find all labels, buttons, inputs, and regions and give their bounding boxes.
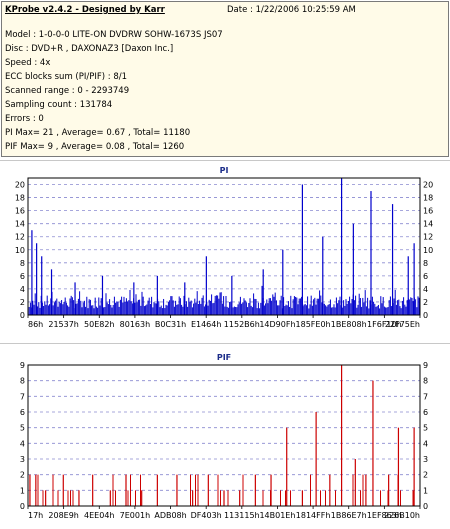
y-tick-left: 2 bbox=[20, 298, 25, 307]
y-tick-left: 4 bbox=[20, 285, 25, 294]
plot-area bbox=[27, 364, 421, 507]
y-tick-left: 5 bbox=[20, 424, 25, 433]
y-tick-left: 6 bbox=[20, 272, 25, 281]
y-tick-right: 6 bbox=[423, 408, 428, 417]
x-tick-label: 14B01Eh bbox=[259, 511, 295, 520]
y-tick-right: 2 bbox=[423, 471, 428, 480]
scan-info-panel: KProbe v2.4.2 - Designed by Karr Date : … bbox=[1, 1, 449, 157]
y-tick-left: 9 bbox=[20, 361, 25, 370]
x-tick-label: 1F6F10h bbox=[367, 320, 402, 329]
y-tick-left: 8 bbox=[20, 377, 25, 386]
y-tick-left: 1 bbox=[20, 486, 25, 495]
bars bbox=[29, 365, 415, 506]
y-tick-left: 20 bbox=[15, 181, 25, 190]
x-tick-label: 80163h bbox=[120, 320, 151, 329]
y-tick-right: 4 bbox=[423, 439, 428, 448]
y-tick-right: 2 bbox=[423, 298, 428, 307]
y-tick-right: 5 bbox=[423, 424, 428, 433]
y-tick-right: 8 bbox=[423, 259, 428, 268]
x-tick-label: DF403h bbox=[191, 511, 222, 520]
x-tick-label: B0C31h bbox=[155, 320, 186, 329]
model-line: Model : 1-0-0-0 LITE-ON DVDRW SOHW-1673S… bbox=[5, 30, 223, 40]
x-tick-label: 185FE0h bbox=[296, 320, 331, 329]
chart-title: PIF bbox=[217, 353, 231, 362]
y-tick-left: 3 bbox=[20, 455, 25, 464]
y-tick-left: 7 bbox=[20, 392, 25, 401]
y-tick-right: 12 bbox=[423, 233, 433, 242]
y-tick-right: 0 bbox=[423, 502, 428, 511]
y-tick-left: 18 bbox=[15, 194, 25, 203]
y-tick-right: 0 bbox=[423, 311, 428, 320]
x-tick-label: 1814FFh bbox=[296, 511, 331, 520]
errors-line: Errors : 0 bbox=[5, 114, 44, 124]
ecc-line: ECC blocks sum (PI/PIF) : 8/1 bbox=[5, 72, 128, 82]
x-tick-label: 1B86E7h bbox=[331, 511, 367, 520]
plot-area bbox=[27, 177, 421, 316]
plot-frame bbox=[27, 177, 421, 316]
y-tick-right: 20 bbox=[423, 181, 433, 190]
x-tick-label: 208E9h bbox=[48, 511, 78, 520]
y-tick-left: 10 bbox=[15, 246, 25, 255]
pif-chart-panel: PIF 0 0 1 1 2 2 3 3 4 4 5 5 6 6 7 7 8 8 9 9 17h 208E9h 4EE04h 7E… bbox=[0, 343, 450, 529]
y-tick-right: 3 bbox=[423, 455, 428, 464]
app-title: KProbe v2.4.2 - Designed by Karr bbox=[5, 5, 165, 15]
range-line: Scanned range : 0 - 2293749 bbox=[5, 86, 130, 96]
y-tick-left: 14 bbox=[15, 220, 25, 229]
pif-stats-line: PIF Max= 9 , Average= 0.08 , Total= 1260 bbox=[5, 142, 185, 152]
x-tick-label: 86h bbox=[28, 320, 43, 329]
x-tick-label: 14D90Fh bbox=[259, 320, 295, 329]
bars bbox=[27, 178, 420, 315]
y-tick-left: 16 bbox=[15, 207, 25, 216]
chart-title: PI bbox=[220, 166, 229, 175]
x-tick-label: 7E001h bbox=[120, 511, 150, 520]
scan-date: Date : 1/22/2006 10:25:59 AM bbox=[227, 5, 356, 15]
y-tick-right: 9 bbox=[423, 361, 428, 370]
x-tick-label: 1152B6h bbox=[224, 320, 260, 329]
y-tick-left: 2 bbox=[20, 471, 25, 480]
y-tick-right: 1 bbox=[423, 486, 428, 495]
sampling-line: Sampling count : 131784 bbox=[5, 100, 113, 110]
pi-chart: PI 0 0 2 2 4 4 6 6 8 8 10 10 12 12 14 14 16 16 18 18 20 20 86h 2… bbox=[15, 166, 433, 329]
x-tick-label: E1464h bbox=[191, 320, 221, 329]
pi-chart-panel: PI 0 0 2 2 4 4 6 6 8 8 10 10 12 12 14 14 16 16 18 18 20 20 86h 2… bbox=[0, 160, 450, 340]
y-tick-right: 10 bbox=[423, 246, 433, 255]
plot-frame bbox=[27, 364, 421, 507]
y-tick-left: 6 bbox=[20, 408, 25, 417]
y-tick-left: 12 bbox=[15, 233, 25, 242]
x-tick-label: 21537h bbox=[48, 320, 79, 329]
x-tick-label: 22F75Eh bbox=[385, 320, 420, 329]
y-tick-right: 14 bbox=[423, 220, 433, 229]
y-tick-right: 7 bbox=[423, 392, 428, 401]
x-tick-label: 1BE808h bbox=[331, 320, 367, 329]
pif-chart: PIF 0 0 1 1 2 2 3 3 4 4 5 5 6 6 7 7 8 8 9 9 17h 208E9h 4EE04h 7E… bbox=[20, 353, 428, 520]
x-tick-label: 4EE04h bbox=[84, 511, 114, 520]
speed-line: Speed : 4x bbox=[5, 58, 51, 68]
y-tick-left: 0 bbox=[20, 502, 25, 511]
y-tick-left: 4 bbox=[20, 439, 25, 448]
x-tick-label: 50E82h bbox=[84, 320, 114, 329]
x-tick-label: 1EF863h bbox=[367, 511, 402, 520]
y-tick-left: 0 bbox=[20, 311, 25, 320]
x-tick-label: 113115h bbox=[224, 511, 260, 520]
y-tick-right: 6 bbox=[423, 272, 428, 281]
y-tick-left: 8 bbox=[20, 259, 25, 268]
y-tick-right: 4 bbox=[423, 285, 428, 294]
y-tick-right: 18 bbox=[423, 194, 433, 203]
disc-line: Disc : DVD+R , DAXONAZ3 [Daxon Inc.] bbox=[5, 44, 174, 54]
pi-stats-line: PI Max= 21 , Average= 0.67 , Total= 1118… bbox=[5, 128, 191, 138]
x-tick-label: 226B10h bbox=[384, 511, 420, 520]
x-tick-label: 17h bbox=[28, 511, 43, 520]
y-tick-right: 8 bbox=[423, 377, 428, 386]
y-tick-right: 16 bbox=[423, 207, 433, 216]
x-tick-label: ADB08h bbox=[154, 511, 186, 520]
